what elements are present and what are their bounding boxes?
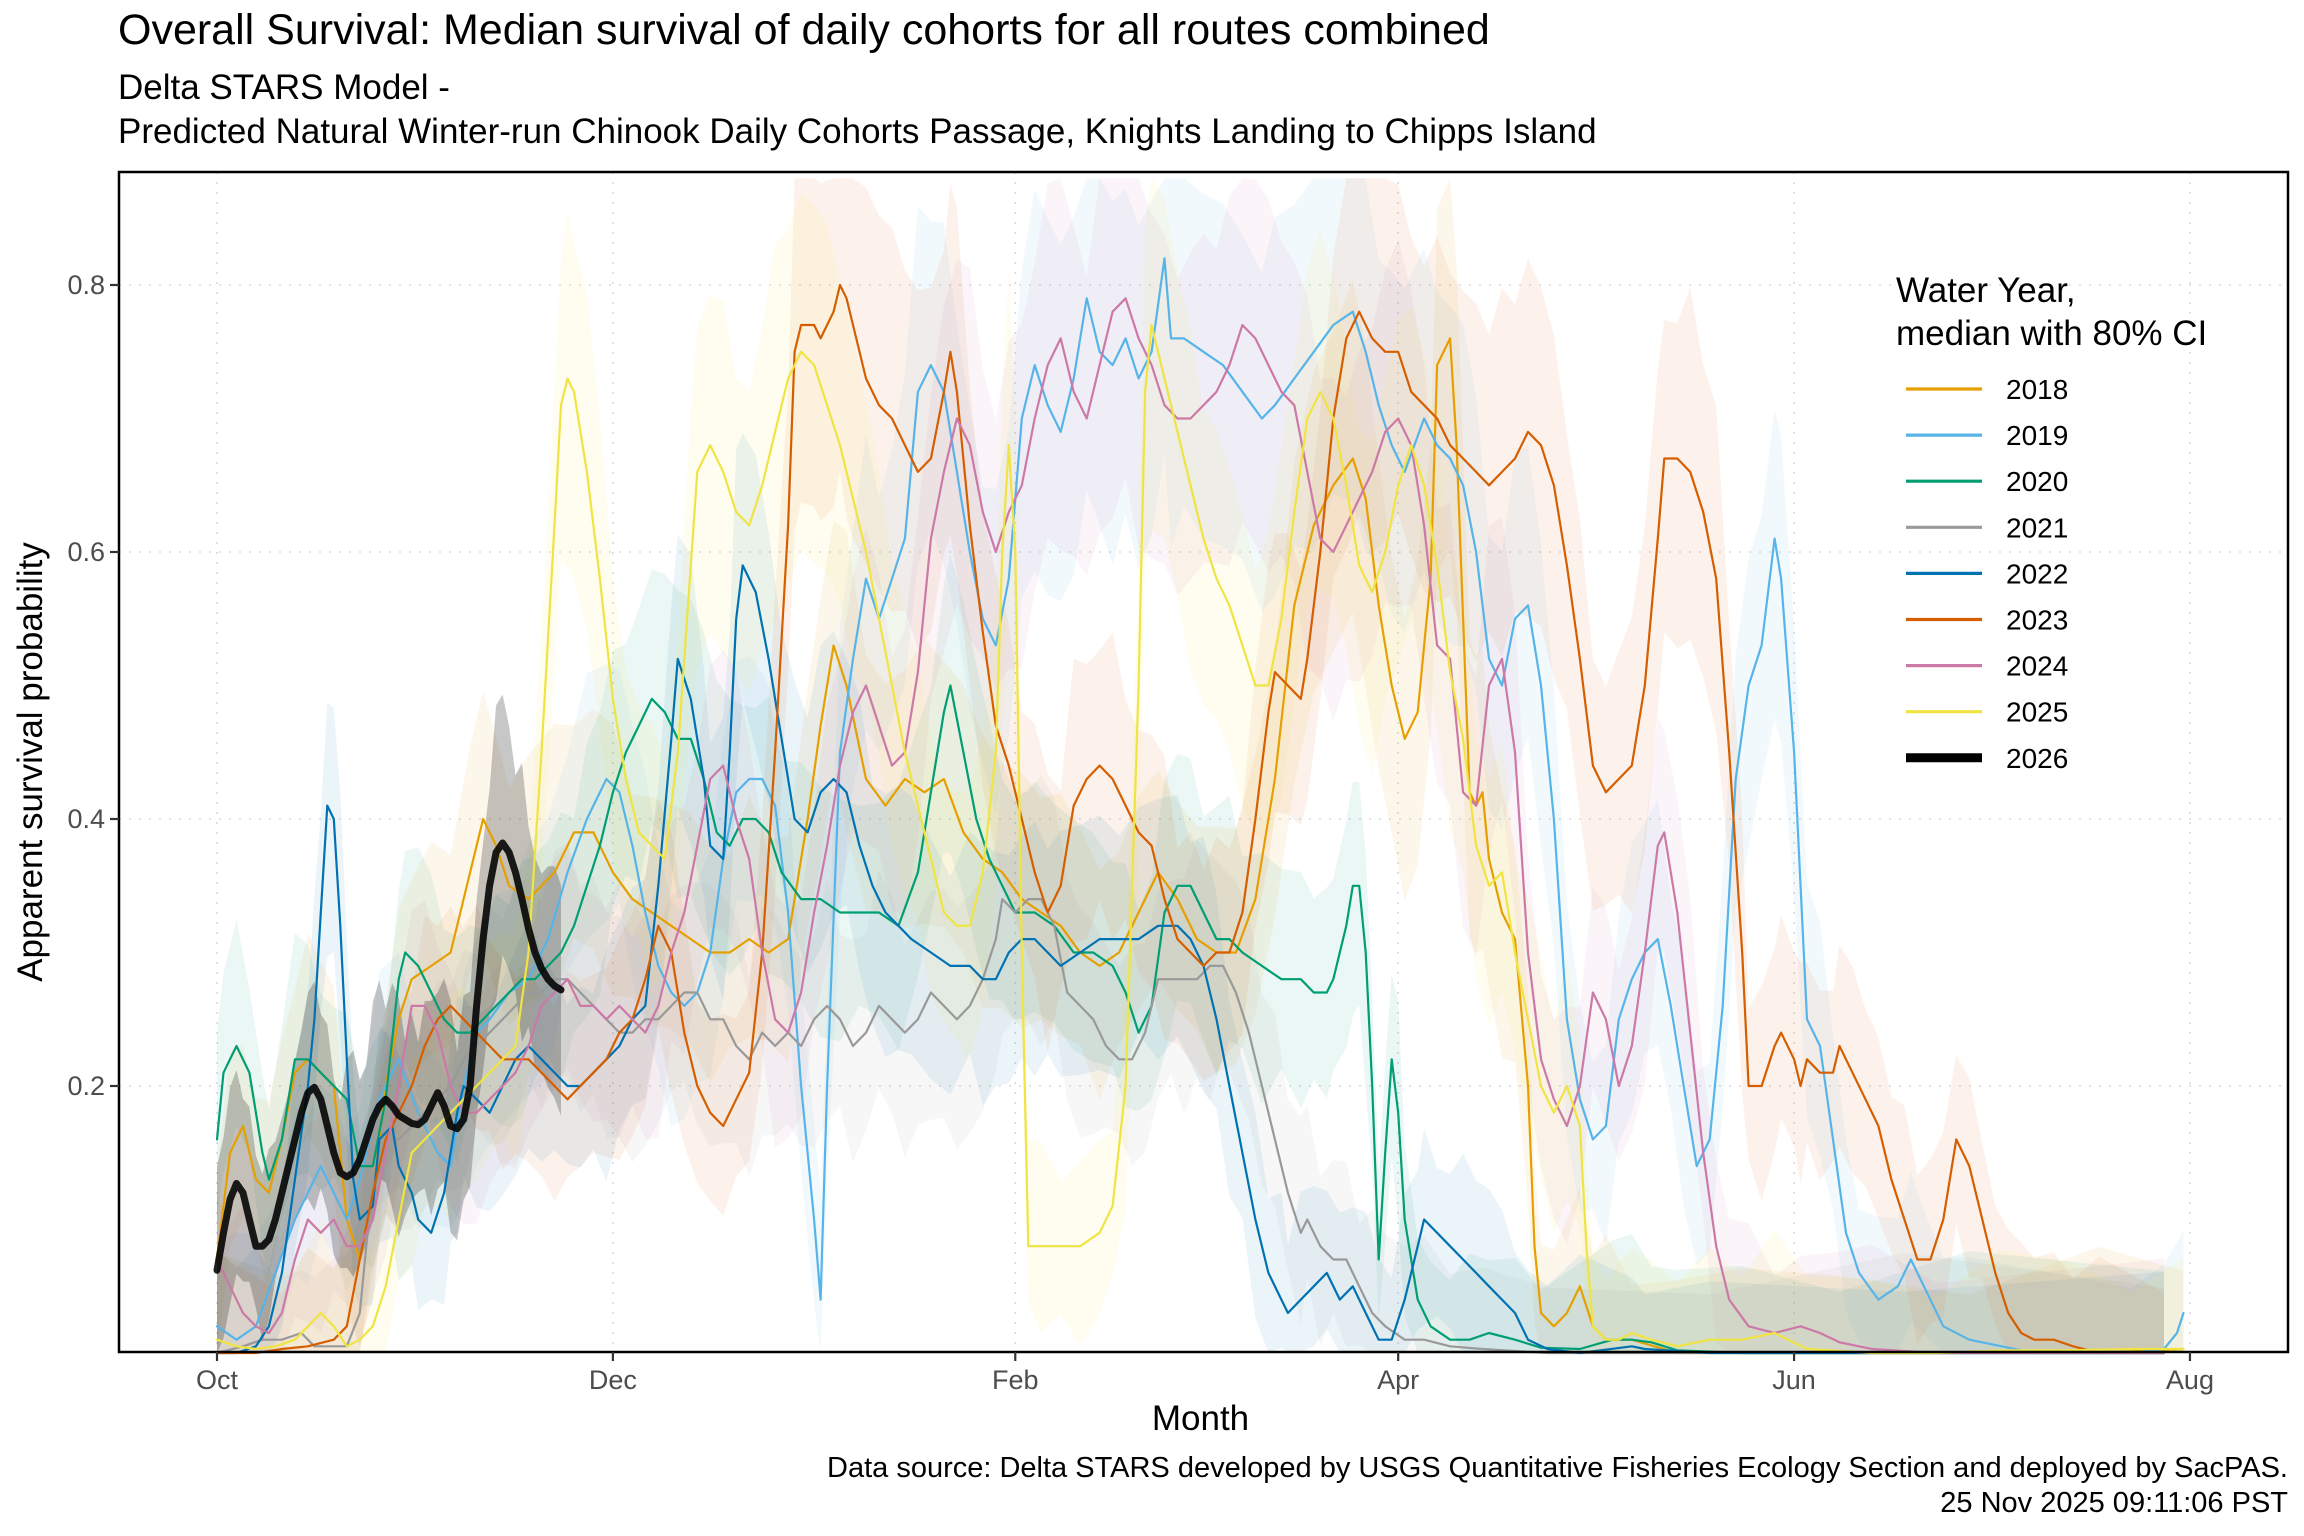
legend-item-2022: 2022 — [1906, 558, 2068, 589]
legend: Water Year, median with 80% CI 2018 2019 202… — [1896, 271, 2207, 774]
chart-title: Overall Survival: Median survival of dai… — [118, 6, 1490, 54]
series-line-2020 — [215, 684, 2166, 1355]
ci-band-2025 — [217, 178, 2184, 1354]
x-tick-label: Apr — [1377, 1365, 1419, 1395]
ci-band-2019 — [217, 178, 2184, 1354]
axes: 0.2 0.4 0.6 0.8 Oct Dec Feb Apr Jun Aug — [67, 270, 2214, 1395]
series-line-2022 — [215, 564, 2166, 1355]
legend-label: 2020 — [2006, 466, 2068, 497]
ci-band-2021 — [217, 763, 2164, 1353]
legend-item-2019: 2019 — [1906, 420, 2068, 451]
legend-label: 2025 — [2006, 697, 2068, 728]
series-line-2019 — [215, 257, 2185, 1355]
ci-band-2020 — [217, 555, 2164, 1353]
ci-band-2023 — [217, 178, 2164, 1354]
ci-band-2018 — [217, 178, 2184, 1354]
legend-label: 2019 — [2006, 420, 2068, 451]
x-tick-label: Feb — [992, 1365, 1039, 1395]
chart-subtitle-line-1: Delta STARS Model - — [118, 68, 450, 107]
x-tick-label: Aug — [2166, 1365, 2214, 1395]
legend-item-2024: 2024 — [1906, 651, 2068, 682]
legend-label: 2018 — [2006, 374, 2068, 405]
series-lines — [213, 257, 2185, 1355]
chart-subtitle-line-2: Predicted Natural Winter-run Chinook Dai… — [118, 112, 1597, 151]
ci-band-2022 — [217, 433, 2164, 1353]
legend-item-2026: 2026 — [1906, 743, 2068, 774]
x-tick-label: Oct — [196, 1365, 239, 1395]
series-line-2025 — [215, 323, 2185, 1355]
legend-item-2018: 2018 — [1906, 374, 2068, 405]
timestamp-caption: 25 Nov 2025 09:11:06 PST — [1940, 1487, 2288, 1519]
legend-label: 2026 — [2006, 743, 2068, 774]
legend-label: 2023 — [2006, 605, 2068, 636]
x-tick-label: Dec — [589, 1365, 637, 1395]
y-tick-label: 0.4 — [67, 804, 105, 834]
ci-band-2026 — [217, 694, 561, 1353]
legend-title-line: Water Year, — [1896, 271, 2076, 310]
legend-label: 2022 — [2006, 558, 2068, 589]
x-axis-title: Month — [1152, 1399, 1249, 1438]
panel-border — [117, 170, 2290, 1354]
data-source-caption: Data source: Delta STARS developed by US… — [827, 1452, 2288, 1484]
confidence-bands — [217, 178, 2184, 1354]
legend-title-line: median with 80% CI — [1896, 314, 2207, 353]
legend-item-2023: 2023 — [1906, 605, 2068, 636]
y-tick-label: 0.2 — [67, 1071, 105, 1101]
legend-label: 2024 — [2006, 651, 2068, 682]
series-line-2026 — [213, 839, 565, 1274]
legend-item-2021: 2021 — [1906, 512, 2068, 543]
legend-item-2020: 2020 — [1906, 466, 2068, 497]
series-line-2024 — [215, 297, 2166, 1355]
series-line-2023 — [215, 283, 2166, 1355]
legend-item-2025: 2025 — [1906, 697, 2068, 728]
ci-band-2024 — [217, 178, 2164, 1354]
y-tick-label: 0.6 — [67, 537, 105, 567]
y-axis-title: Apparent survival probability — [11, 542, 50, 982]
series-line-2021 — [215, 898, 2166, 1355]
y-tick-label: 0.8 — [67, 270, 105, 300]
legend-label: 2021 — [2006, 512, 2068, 543]
x-tick-label: Jun — [1772, 1365, 1816, 1395]
